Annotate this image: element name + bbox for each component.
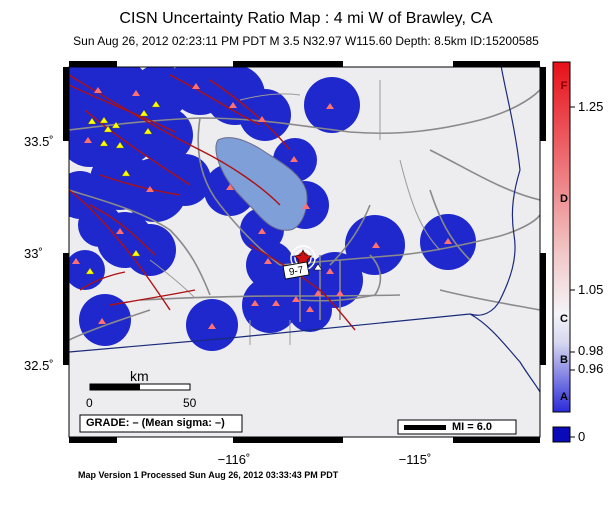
lon-tick-label: −115˚ [398,452,432,467]
mi-legend-box [397,419,517,435]
epicenter-label: 9-7 [288,265,305,278]
lat-tick-label: 33.5˚ [24,134,54,149]
colorbar-tick-label: 0 [578,429,586,444]
mi-legend-bar [404,425,446,430]
colorbar-tick-label: 1.05 [578,282,604,297]
colorbar-ticks [570,106,575,438]
map-subtitle: Sun Aug 26, 2012 02:23:11 PM PDT M 3.5 N… [73,34,539,48]
lon-tick-label: −116˚ [217,452,251,467]
colorbar-zero-swatch [552,426,571,443]
scale-bar [89,383,191,391]
colorbar-grade-label: D [560,193,568,205]
station-markers [72,83,452,329]
political-borders [69,67,540,393]
lat-tick-label: 33˚ [24,246,43,261]
epicenter-label-box [282,261,310,280]
colorbar [552,61,571,413]
colorbar-grade-label: B [560,354,568,366]
grade-text: GRADE: – (Mean sigma: –) [86,417,225,429]
road-network [69,89,540,341]
map-title: CISN Uncertainty Ratio Map : 4 mi W of B… [119,10,493,27]
colorbar-tick-label: 1.25 [578,99,604,114]
fault-lines [69,74,356,331]
colorbar-grade-label: C [560,313,568,325]
salton-sea [215,137,308,231]
grade-box [79,414,243,433]
map-footer: Map Version 1 Processed Sun Aug 26, 2012… [78,470,339,480]
colorbar-tick-label: 0.98 [578,343,604,358]
colorbar-tick-label: 0.96 [578,361,604,376]
colorbar-grade-label: F [560,80,568,92]
station-markers-yellow [85,100,161,275]
colorbar-grade-label: A [560,391,568,403]
minor-roads [149,80,441,345]
lat-tick-label: 32.5˚ [24,358,54,373]
mi-legend-text: MI = 6.0 [452,421,493,433]
scale-bar-start: 0 [86,396,93,410]
scale-bar-end: 50 [183,396,197,410]
epicenter-marker-triangle [313,263,323,271]
map-frame-ticks [63,61,546,443]
scale-bar-unit: km [130,368,149,384]
